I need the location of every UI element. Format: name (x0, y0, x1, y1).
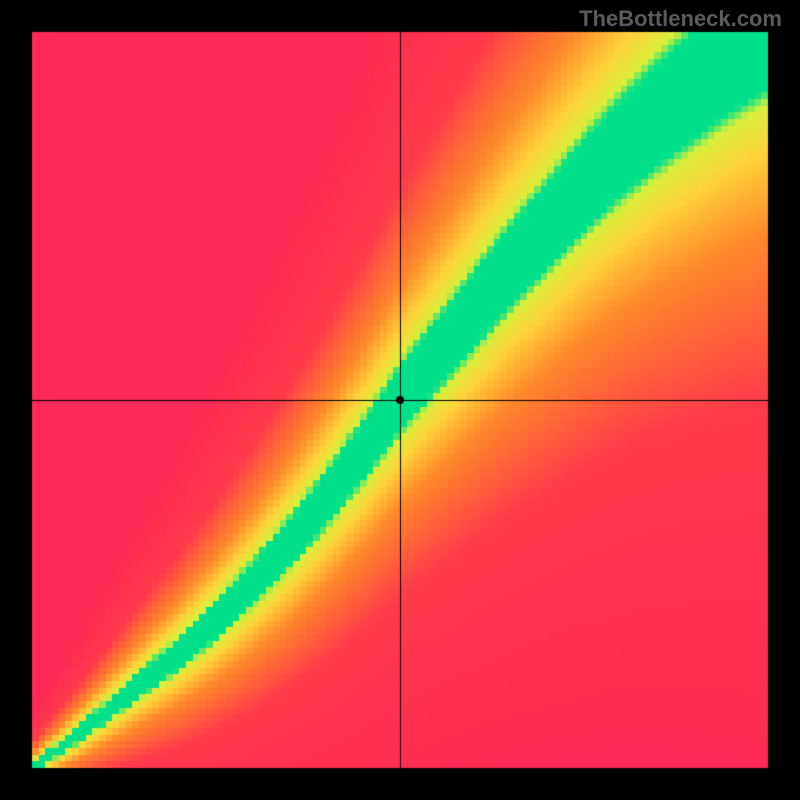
bottleneck-heatmap (0, 0, 800, 800)
watermark-text: TheBottleneck.com (579, 6, 782, 32)
chart-container: TheBottleneck.com (0, 0, 800, 800)
